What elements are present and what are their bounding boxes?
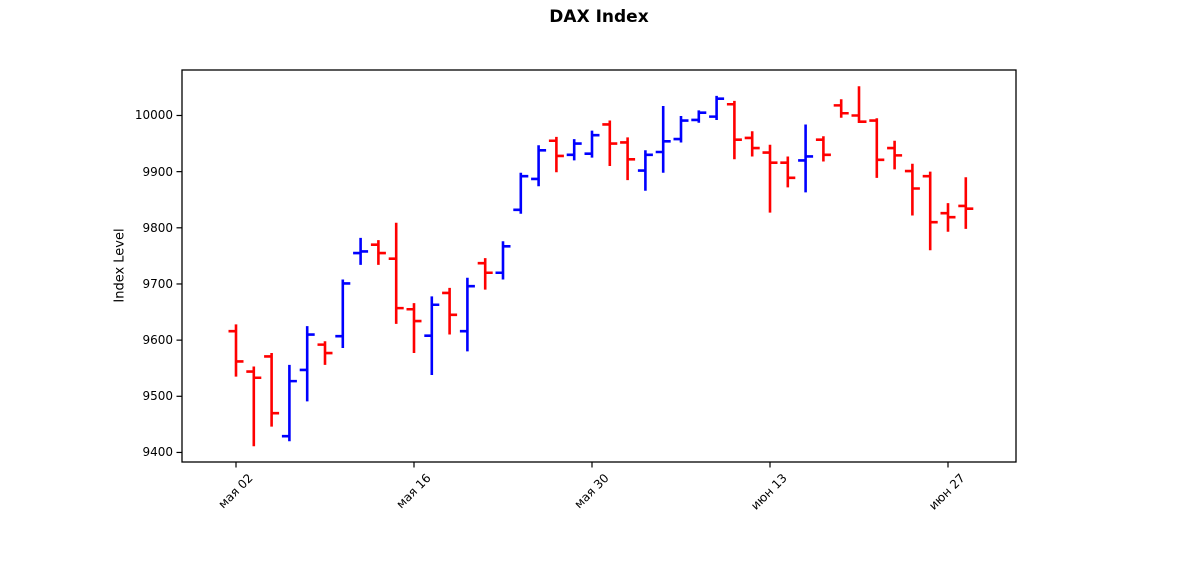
chart-title: DAX Index [549, 7, 649, 27]
ohlc-bar [637, 150, 653, 191]
ohlc-bar [317, 341, 333, 365]
ohlc-bar [566, 139, 582, 161]
ohlc-bar [584, 130, 600, 158]
ohlc-bar [281, 364, 297, 442]
ohlc-bar [833, 99, 849, 118]
ohlc-bar [655, 105, 671, 173]
ohlc-bar [459, 277, 475, 352]
ohlc-bar [691, 110, 707, 123]
ohlc-bar [531, 145, 547, 187]
y-tick-label: 9800 [142, 220, 173, 235]
ohlc-bar [798, 124, 814, 193]
ohlc-bar [744, 131, 760, 157]
ohlc-bar [246, 366, 262, 447]
ohlc-bar [370, 240, 386, 265]
ohlc-bar [869, 118, 885, 178]
ohlc-bar [424, 296, 440, 375]
ohlc-bar [762, 144, 778, 213]
ohlc-bar [958, 177, 974, 229]
ohlc-bar [353, 237, 369, 265]
ohlc-bar [335, 279, 351, 348]
ohlc-bar [442, 287, 458, 335]
ohlc-bar [548, 136, 564, 173]
ohlc-bar [851, 86, 867, 123]
ohlc-bar [620, 137, 636, 181]
ohlc-bar [495, 241, 511, 280]
y-tick-label: 9500 [142, 389, 173, 404]
y-tick-label: 9900 [142, 164, 173, 179]
ohlc-bar [940, 203, 956, 232]
ohlc-bar [513, 172, 529, 214]
y-tick-label: 10000 [134, 108, 173, 123]
y-tick-label: 9700 [142, 276, 173, 291]
ohlc-bar [904, 163, 920, 216]
y-tick-label: 9400 [142, 445, 173, 460]
ohlc-bar [887, 140, 903, 170]
ohlc-bar [477, 258, 493, 290]
y-tick-label: 9600 [142, 333, 173, 348]
ohlc-bar [388, 222, 404, 324]
ohlc-bar [673, 116, 689, 143]
ohlc-bar [726, 100, 742, 160]
plot-border [181, 69, 1017, 463]
ohlc-bar [602, 120, 618, 167]
ohlc-bar [709, 95, 725, 120]
ohlc-bar [922, 171, 938, 251]
ohlc-bar [780, 156, 796, 188]
ohlc-bar [815, 136, 831, 162]
ohlc-bar [228, 324, 244, 377]
ohlc-bar [406, 303, 422, 354]
ohlc-bar [299, 326, 315, 402]
ohlc-bar [264, 353, 280, 427]
